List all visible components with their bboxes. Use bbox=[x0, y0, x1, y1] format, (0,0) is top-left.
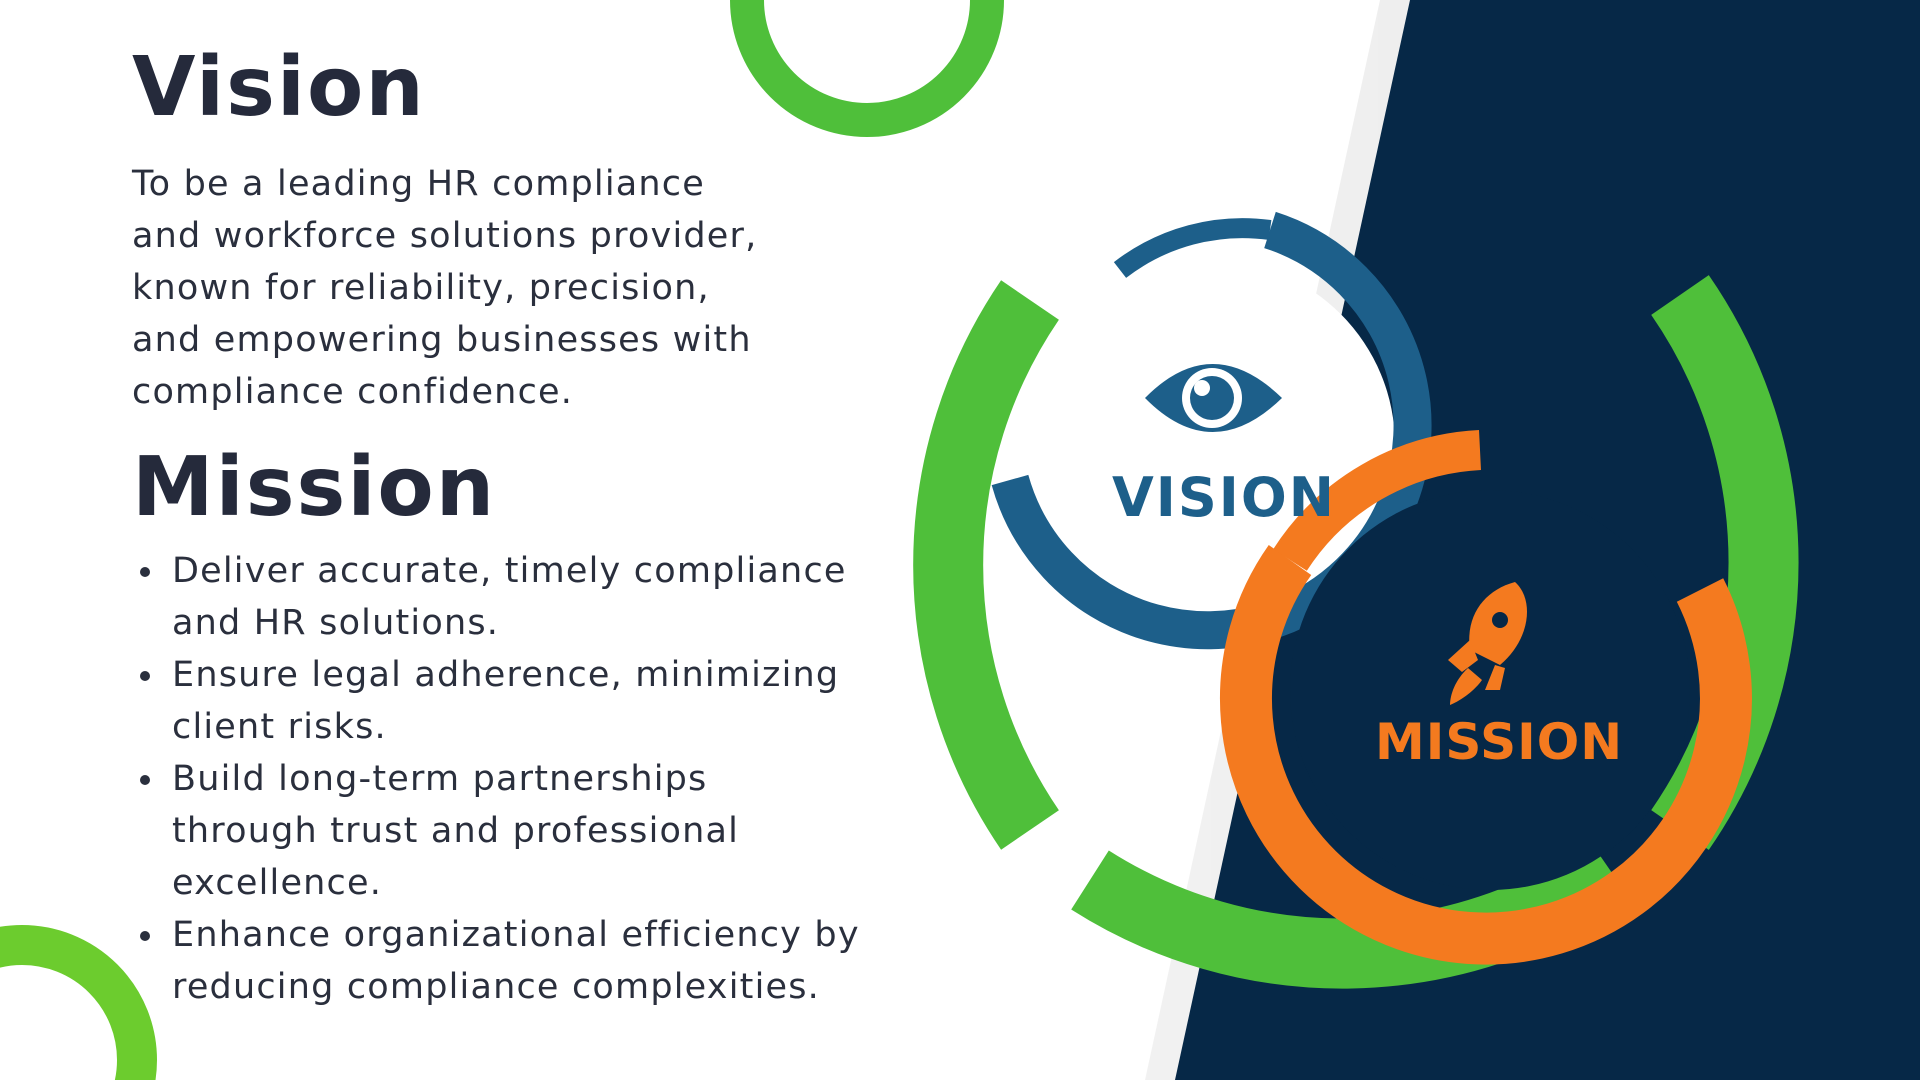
mission-line: excellence. bbox=[172, 863, 383, 903]
bullet-icon bbox=[140, 931, 150, 941]
mission-heading: Mission bbox=[132, 440, 497, 535]
vision-line: compliance confidence. bbox=[132, 372, 574, 412]
vision-statement: To be a leading HR compliance and workfo… bbox=[132, 158, 852, 418]
bullet-icon bbox=[140, 671, 150, 681]
mission-list-item: Ensure legal adherence, minimizing clien… bbox=[132, 649, 932, 753]
mission-line: Ensure legal adherence, minimizing bbox=[172, 655, 840, 695]
mission-list-item: Enhance organizational efficiency by red… bbox=[132, 909, 932, 1013]
mission-graphic-label: MISSION bbox=[1375, 713, 1624, 771]
vision-blue-ring-tail bbox=[1113, 218, 1272, 278]
vision-line: known for reliability, precision, bbox=[132, 268, 710, 308]
vision-line: To be a leading HR compliance bbox=[132, 164, 705, 204]
mission-list-item: Build long-term partnerships through tru… bbox=[132, 753, 932, 909]
mission-line: and HR solutions. bbox=[172, 603, 500, 643]
mission-line: through trust and professional bbox=[172, 811, 740, 851]
green-arc-left bbox=[913, 280, 1059, 850]
mission-line: reducing compliance complexities. bbox=[172, 967, 820, 1007]
mission-orange-ring-head bbox=[1273, 430, 1482, 572]
mission-line: Enhance organizational efficiency by bbox=[172, 915, 860, 955]
vision-line: and empowering businesses with bbox=[132, 320, 752, 360]
eye-icon bbox=[1145, 364, 1282, 432]
top-green-ring bbox=[730, 0, 1004, 137]
bullet-icon bbox=[140, 567, 150, 577]
mission-list: Deliver accurate, timely compliance and … bbox=[132, 545, 932, 1013]
mission-list-item: Deliver accurate, timely compliance and … bbox=[132, 545, 932, 649]
rocket-icon bbox=[1448, 582, 1527, 705]
vision-graphic-label: VISION bbox=[1112, 466, 1336, 529]
mission-line: client risks. bbox=[172, 707, 387, 747]
mission-line: Build long-term partnerships bbox=[172, 759, 708, 799]
vision-heading: Vision bbox=[132, 40, 426, 135]
mission-orange-ring bbox=[1220, 545, 1752, 965]
vision-line: and workforce solutions provider, bbox=[132, 216, 758, 256]
mission-line: Deliver accurate, timely compliance bbox=[172, 551, 847, 591]
bottom-left-green-ring bbox=[0, 925, 157, 1080]
bullet-icon bbox=[140, 775, 150, 785]
